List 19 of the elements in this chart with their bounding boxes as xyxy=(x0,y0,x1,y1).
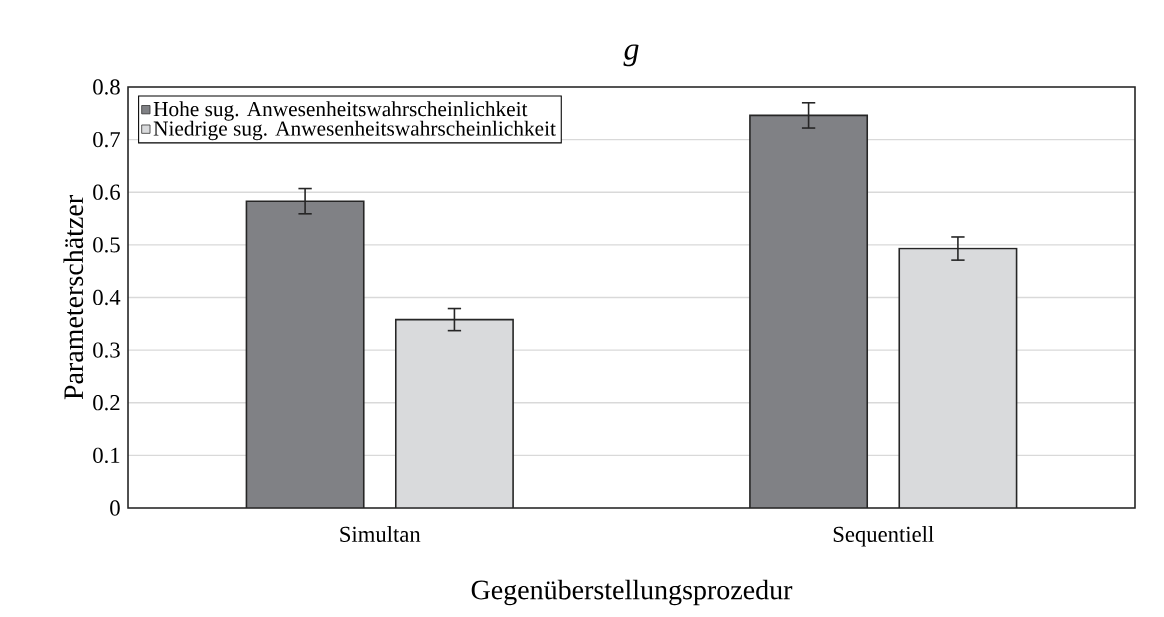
legend-label: Hohe sug. Anwesenheitswahrscheinlichkeit xyxy=(153,101,528,121)
y-tick-label: 0.1 xyxy=(93,447,120,464)
y-tick-label: 0 xyxy=(110,500,120,516)
y-tick-label: 0.5 xyxy=(93,237,120,253)
bar xyxy=(749,114,869,508)
y-tick-label: 0.6 xyxy=(93,184,120,200)
y-tick-label: 0.7 xyxy=(93,131,120,148)
y-tick-label: 0.4 xyxy=(93,289,121,306)
bar xyxy=(394,318,514,508)
y-tick-label: 0.8 xyxy=(93,79,120,95)
y-axis-title: Parameterschätzer xyxy=(63,195,84,400)
x-tick-label: Simultan xyxy=(340,526,421,542)
legend-label: Niedrige sug. Anwesenheitswahrscheinlichkeit xyxy=(153,120,556,141)
x-axis-title: Gegenüberstellungsprozedur xyxy=(471,579,793,606)
y-tick-label: 0.3 xyxy=(93,342,120,358)
bar xyxy=(245,200,365,508)
y-tick-label: 0.2 xyxy=(93,395,120,411)
chart-title: g xyxy=(623,44,639,67)
x-tick-label: Sequentiell xyxy=(833,526,934,547)
